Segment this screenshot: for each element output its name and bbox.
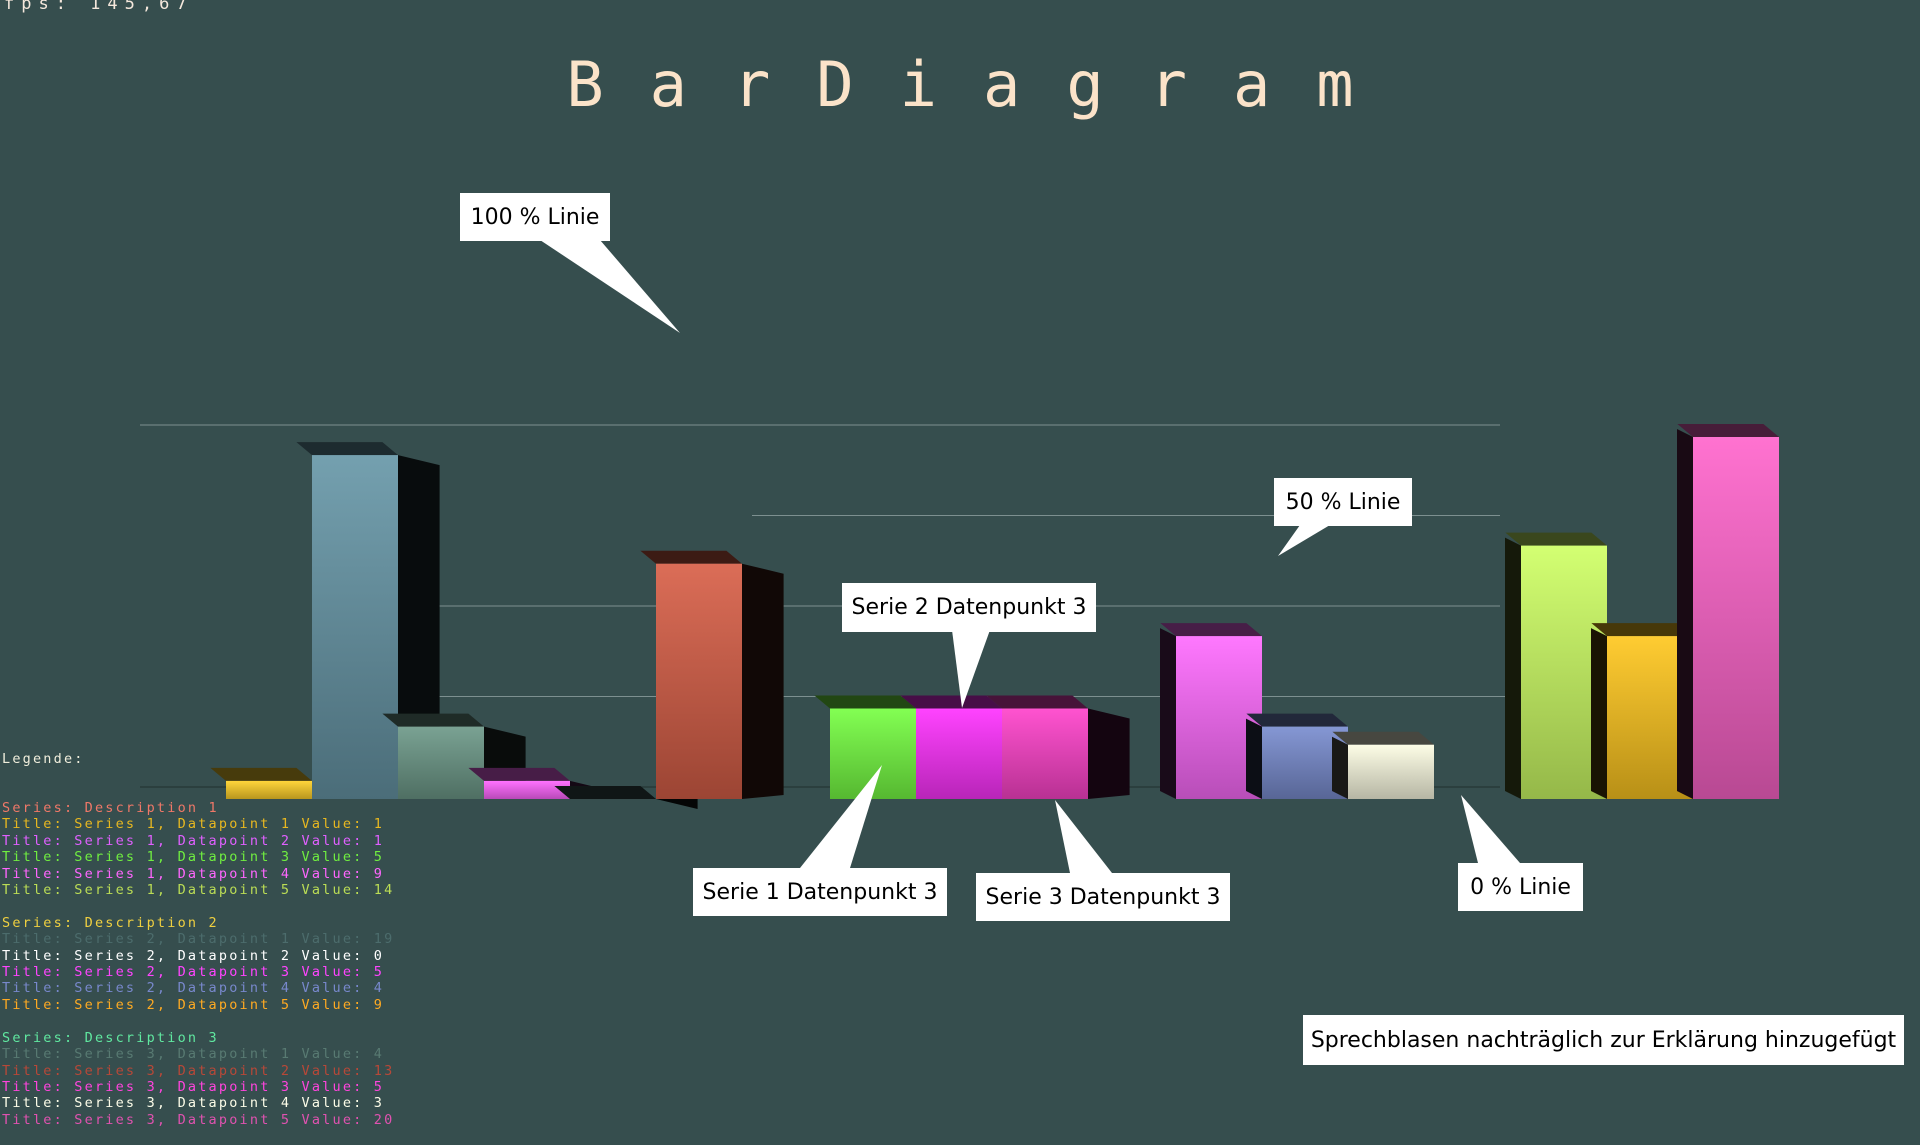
- bar-front-face: [484, 780, 570, 799]
- bar-series1-datapoint5: [1505, 532, 1607, 799]
- bar-top-face: [1246, 713, 1348, 727]
- callout-50-tail: [1278, 525, 1330, 556]
- callout-100-tail: [540, 240, 680, 333]
- legend-series-header: Series: Description 2: [2, 914, 219, 931]
- explanation-note: Sprechblasen nachträglich zur Erklärung …: [1303, 1015, 1904, 1065]
- chart-title: BarDiagram: [566, 48, 1400, 121]
- bar-side-face: [1591, 628, 1607, 799]
- bar-series3-datapoint1: [382, 713, 526, 799]
- legend-row: Title: Series 3, Datapoint 1 Value: 4: [2, 1046, 385, 1063]
- bar-side-face: [1088, 708, 1130, 799]
- bar-front-face: [312, 455, 398, 799]
- legend-series-header: Series: Description 3: [2, 1029, 219, 1046]
- legend-row: Title: Series 1, Datapoint 4 Value: 9: [2, 865, 385, 882]
- callout-serie3-tail: [1055, 800, 1112, 873]
- callout-100-percent-line: 100 % Linie: [460, 193, 610, 241]
- bar-side-face: [1677, 429, 1693, 799]
- legend-row: Title: Series 3, Datapoint 3 Value: 5: [2, 1078, 385, 1095]
- bar-top-face: [554, 786, 656, 799]
- bar-top-face: [900, 695, 1002, 709]
- bar-front-face: [656, 563, 742, 799]
- legend-series-header: Series: Description 1: [2, 800, 219, 817]
- bar-top-face: [296, 442, 398, 456]
- bar-side-face: [742, 563, 784, 799]
- bar-top-face: [1591, 623, 1693, 637]
- bar-series1-datapoint4: [1160, 623, 1262, 799]
- bar-series2-datapoint1: [296, 442, 440, 799]
- callout-serie2-datapoint3: Serie 2 Datenpunkt 3: [842, 583, 1096, 632]
- legend-row: Title: Series 2, Datapoint 4 Value: 4: [2, 980, 385, 997]
- bar-side-face: [1505, 537, 1521, 799]
- bar-front-face: [226, 780, 312, 799]
- legend: Legende: Series: Description 1 Title: Ser…: [2, 718, 394, 1145]
- legend-row: Title: Series 2, Datapoint 2 Value: 0: [2, 947, 385, 964]
- callout-0-tail: [1461, 795, 1520, 863]
- bar-top-face: [1505, 532, 1607, 546]
- legend-row: Title: Series 2, Datapoint 1 Value: 19: [2, 931, 395, 948]
- callout-0-percent-line: 0 % Linie: [1458, 863, 1583, 911]
- legend-row: Title: Series 1, Datapoint 5 Value: 14: [2, 882, 395, 899]
- bar-series3-datapoint5: [1677, 424, 1779, 799]
- bar-top-face: [1332, 731, 1434, 745]
- bar-side-face: [1246, 718, 1262, 799]
- bar-front-face: [1348, 744, 1434, 799]
- bar-front-face: [1002, 708, 1088, 799]
- bar-series3-datapoint3: [986, 695, 1130, 799]
- callout-serie2-tail: [952, 630, 990, 708]
- bar-side-face: [1160, 628, 1176, 799]
- legend-row: Title: Series 1, Datapoint 3 Value: 5: [2, 849, 385, 866]
- callout-tails: [540, 240, 1520, 873]
- bar-top-face: [814, 695, 916, 709]
- bar-chart-3d: [140, 240, 1779, 873]
- callout-serie1-tail: [800, 765, 882, 868]
- bar-front-face: [398, 726, 484, 799]
- bar-top-face: [382, 713, 484, 727]
- callout-50-percent-line: 50 % Linie: [1274, 478, 1412, 526]
- fps-counter: fps: 145,67: [4, 0, 194, 14]
- bar-front-face: [570, 799, 656, 800]
- bar-series3-datapoint2: [640, 550, 784, 799]
- bar-side-face: [1332, 736, 1348, 799]
- bar-top-face: [640, 550, 742, 564]
- legend-row: Title: Series 2, Datapoint 3 Value: 5: [2, 964, 385, 981]
- legend-row: Title: Series 1, Datapoint 2 Value: 1: [2, 832, 385, 849]
- legend-row: Title: Series 3, Datapoint 4 Value: 3: [2, 1095, 385, 1112]
- legend-row: Title: Series 3, Datapoint 2 Value: 13: [2, 1062, 395, 1079]
- bar-top-face: [468, 767, 570, 781]
- bar-top-face: [1677, 424, 1779, 437]
- legend-row: Title: Series 1, Datapoint 1 Value: 1: [2, 816, 385, 833]
- callout-serie3-datapoint3: Serie 3 Datenpunkt 3: [976, 873, 1230, 921]
- bar-side-face: [398, 455, 440, 799]
- legend-row: Title: Series 2, Datapoint 5 Value: 9: [2, 996, 385, 1013]
- bars: [210, 424, 1779, 809]
- bar-top-face: [210, 767, 312, 781]
- legend-heading: Legende:: [2, 750, 85, 767]
- bar-front-face: [916, 708, 1002, 799]
- bar-series3-datapoint4: [1332, 731, 1434, 799]
- bar-top-face: [986, 695, 1088, 709]
- legend-row: Title: Series 3, Datapoint 5 Value: 20: [2, 1111, 395, 1128]
- bar-front-face: [1693, 437, 1779, 799]
- bar-top-face: [1160, 623, 1262, 637]
- callout-serie1-datapoint3: Serie 1 Datenpunkt 3: [693, 868, 947, 916]
